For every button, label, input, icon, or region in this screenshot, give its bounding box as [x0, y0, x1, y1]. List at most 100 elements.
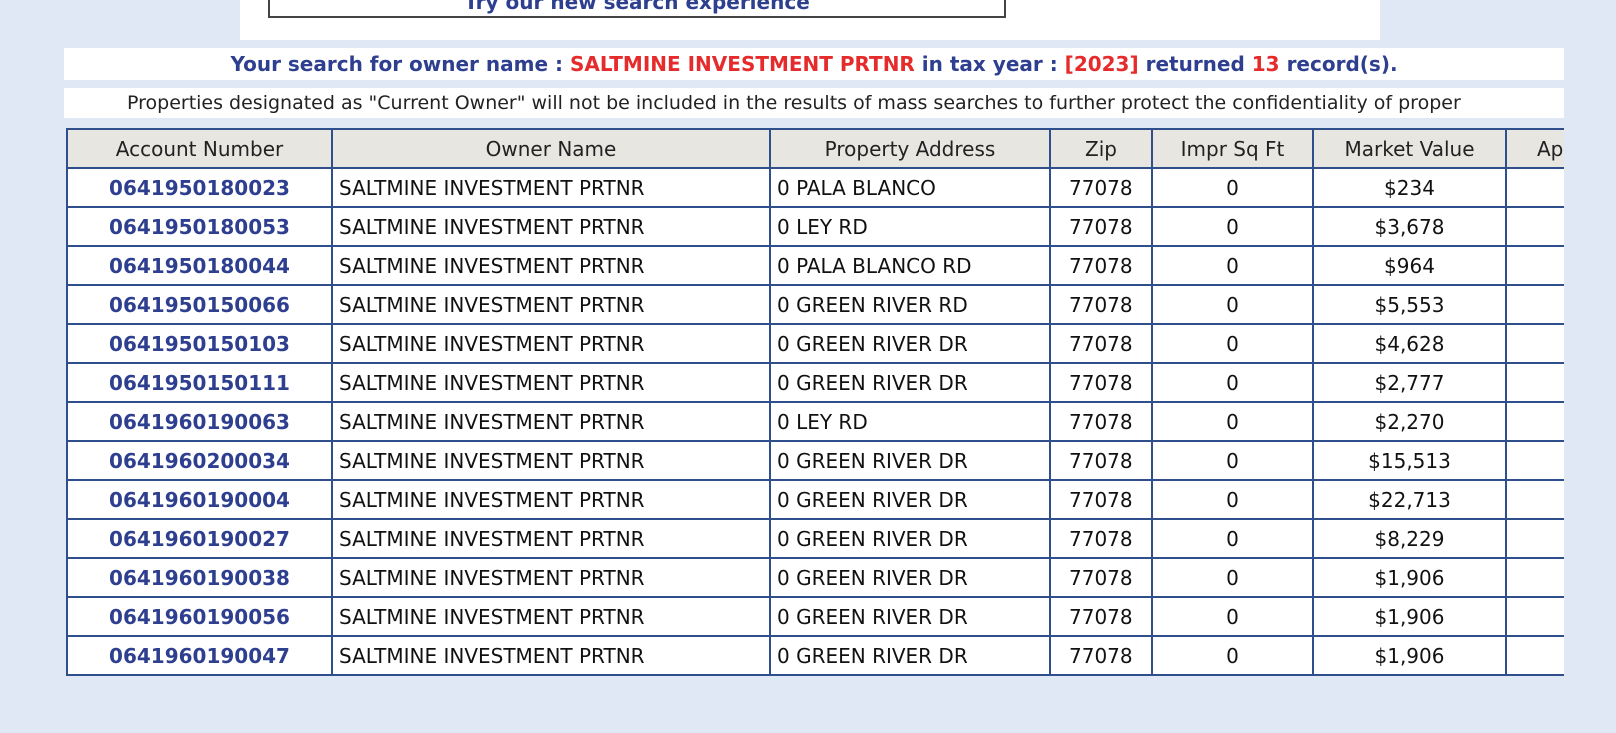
market-value-cell: $15,513 [1312, 440, 1507, 481]
owner-name-cell: SALTMINE INVESTMENT PRTNR [331, 596, 771, 637]
column-header-impr-sq-ft[interactable]: Impr Sq Ft [1151, 128, 1314, 169]
property-address-cell: 0 GREEN RIVER DR [769, 557, 1051, 598]
table-row: 0641960190038 SALTMINE INVESTMENT PRTNR … [66, 557, 1564, 598]
market-value-cell: $2,270 [1312, 401, 1507, 442]
impr-sq-ft-cell: 0 [1151, 401, 1314, 442]
market-value-cell: $964 [1312, 245, 1507, 286]
property-address-cell: 0 LEY RD [769, 206, 1051, 247]
property-address-cell: 0 GREEN RIVER DR [769, 635, 1051, 676]
ap-cell [1505, 401, 1564, 442]
account-number-link[interactable]: 0641960190056 [66, 596, 333, 637]
table-row: 0641960190056 SALTMINE INVESTMENT PRTNR … [66, 596, 1564, 637]
market-value-cell: $2,777 [1312, 362, 1507, 403]
owner-name-cell: SALTMINE INVESTMENT PRTNR [331, 440, 771, 481]
ap-cell [1505, 440, 1564, 481]
account-number-link[interactable]: 0641950150111 [66, 362, 333, 403]
summary-middle: in tax year : [914, 52, 1065, 76]
zip-cell: 77078 [1049, 206, 1153, 247]
column-header-ap[interactable]: Ap [1505, 128, 1564, 169]
table-row: 0641960200034 SALTMINE INVESTMENT PRTNR … [66, 440, 1564, 481]
confidentiality-note: Properties designated as "Current Owner"… [64, 88, 1564, 118]
ap-cell [1505, 596, 1564, 637]
summary-record-count: 13 [1251, 52, 1280, 76]
account-number-link[interactable]: 0641960190004 [66, 479, 333, 520]
account-number-link[interactable]: 0641950150103 [66, 323, 333, 364]
impr-sq-ft-cell: 0 [1151, 284, 1314, 325]
ap-cell [1505, 245, 1564, 286]
column-header-zip[interactable]: Zip [1049, 128, 1153, 169]
market-value-cell: $8,229 [1312, 518, 1507, 559]
impr-sq-ft-cell: 0 [1151, 518, 1314, 559]
property-address-cell: 0 GREEN RIVER DR [769, 518, 1051, 559]
account-number-link[interactable]: 0641950180023 [66, 167, 333, 208]
top-panel: Try our new search experience [240, 0, 1380, 40]
zip-cell: 77078 [1049, 518, 1153, 559]
zip-cell: 77078 [1049, 167, 1153, 208]
column-header-market-value[interactable]: Market Value [1312, 128, 1507, 169]
table-row: 0641960190027 SALTMINE INVESTMENT PRTNR … [66, 518, 1564, 559]
impr-sq-ft-cell: 0 [1151, 167, 1314, 208]
impr-sq-ft-cell: 0 [1151, 479, 1314, 520]
zip-cell: 77078 [1049, 245, 1153, 286]
zip-cell: 77078 [1049, 362, 1153, 403]
summary-tax-year: [2023] [1064, 52, 1139, 76]
table-row: 0641960190047 SALTMINE INVESTMENT PRTNR … [66, 635, 1564, 676]
impr-sq-ft-cell: 0 [1151, 206, 1314, 247]
zip-cell: 77078 [1049, 401, 1153, 442]
results-table-container: Account Number Owner Name Property Addre… [66, 128, 1564, 702]
property-address-cell: 0 PALA BLANCO [769, 167, 1051, 208]
table-row: 0641960190063 SALTMINE INVESTMENT PRTNR … [66, 401, 1564, 442]
account-number-link[interactable]: 0641960200034 [66, 440, 333, 481]
column-header-property-address[interactable]: Property Address [769, 128, 1051, 169]
account-number-link[interactable]: 0641950150066 [66, 284, 333, 325]
market-value-cell: $22,713 [1312, 479, 1507, 520]
table-header-row: Account Number Owner Name Property Addre… [66, 128, 1564, 169]
property-address-cell: 0 GREEN RIVER DR [769, 440, 1051, 481]
impr-sq-ft-cell: 0 [1151, 362, 1314, 403]
table-row: 0641950150103 SALTMINE INVESTMENT PRTNR … [66, 323, 1564, 364]
impr-sq-ft-cell: 0 [1151, 323, 1314, 364]
zip-cell: 77078 [1049, 440, 1153, 481]
new-search-experience-button[interactable]: Try our new search experience [268, 0, 1006, 18]
owner-name-cell: SALTMINE INVESTMENT PRTNR [331, 401, 771, 442]
account-number-link[interactable]: 0641960190038 [66, 557, 333, 598]
ap-cell [1505, 284, 1564, 325]
impr-sq-ft-cell: 0 [1151, 557, 1314, 598]
zip-cell: 77078 [1049, 284, 1153, 325]
table-row: 0641950150066 SALTMINE INVESTMENT PRTNR … [66, 284, 1564, 325]
owner-name-cell: SALTMINE INVESTMENT PRTNR [331, 479, 771, 520]
ap-cell [1505, 557, 1564, 598]
ap-cell [1505, 479, 1564, 520]
owner-name-cell: SALTMINE INVESTMENT PRTNR [331, 167, 771, 208]
impr-sq-ft-cell: 0 [1151, 440, 1314, 481]
property-address-cell: 0 GREEN RIVER DR [769, 362, 1051, 403]
owner-name-cell: SALTMINE INVESTMENT PRTNR [331, 206, 771, 247]
account-number-link[interactable]: 0641960190027 [66, 518, 333, 559]
impr-sq-ft-cell: 0 [1151, 635, 1314, 676]
ap-cell [1505, 167, 1564, 208]
property-address-cell: 0 GREEN RIVER RD [769, 284, 1051, 325]
account-number-link[interactable]: 0641960190063 [66, 401, 333, 442]
account-number-link[interactable]: 0641950180053 [66, 206, 333, 247]
account-number-link[interactable]: 0641960190047 [66, 635, 333, 676]
owner-name-cell: SALTMINE INVESTMENT PRTNR [331, 323, 771, 364]
ap-cell [1505, 323, 1564, 364]
ap-cell [1505, 518, 1564, 559]
table-row: 0641950180053 SALTMINE INVESTMENT PRTNR … [66, 206, 1564, 247]
search-summary: Your search for owner name : SALTMINE IN… [64, 48, 1564, 80]
owner-name-cell: SALTMINE INVESTMENT PRTNR [331, 557, 771, 598]
property-address-cell: 0 GREEN RIVER DR [769, 323, 1051, 364]
column-header-owner-name[interactable]: Owner Name [331, 128, 771, 169]
results-table: Account Number Owner Name Property Addre… [66, 128, 1564, 676]
ap-cell [1505, 206, 1564, 247]
column-header-account-number[interactable]: Account Number [66, 128, 333, 169]
market-value-cell: $4,628 [1312, 323, 1507, 364]
property-address-cell: 0 PALA BLANCO RD [769, 245, 1051, 286]
table-row: 0641950150111 SALTMINE INVESTMENT PRTNR … [66, 362, 1564, 403]
market-value-cell: $1,906 [1312, 635, 1507, 676]
market-value-cell: $5,553 [1312, 284, 1507, 325]
account-number-link[interactable]: 0641950180044 [66, 245, 333, 286]
zip-cell: 77078 [1049, 596, 1153, 637]
ap-cell [1505, 362, 1564, 403]
owner-name-cell: SALTMINE INVESTMENT PRTNR [331, 245, 771, 286]
